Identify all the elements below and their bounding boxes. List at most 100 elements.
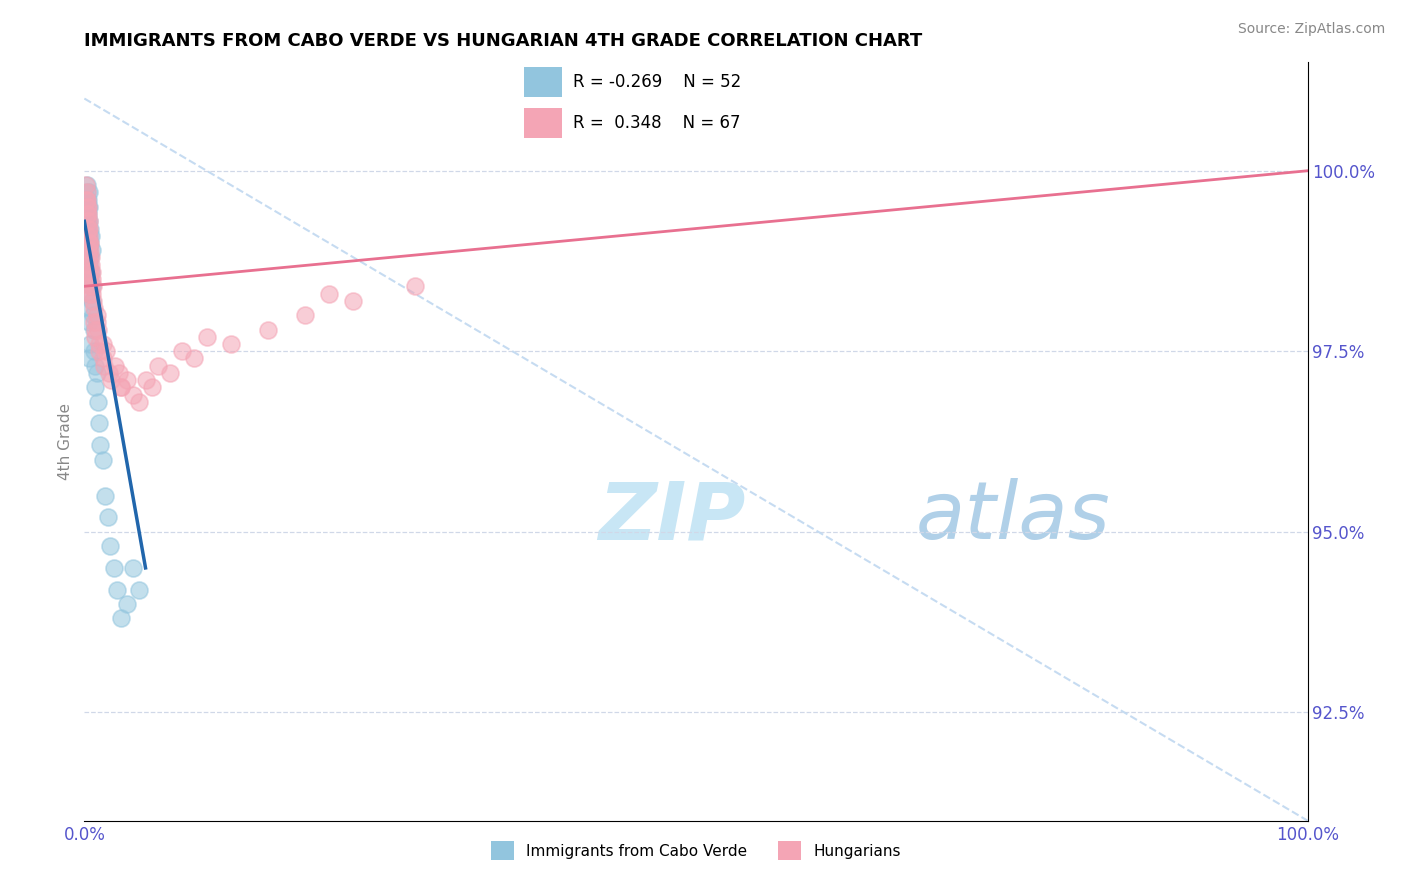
Point [79, 286, 101, 301]
Point [318, 286, 340, 301]
Point [122, 561, 145, 575]
Bar [524, 108, 561, 138]
Point [77, 221, 100, 235]
Point [91, 351, 114, 366]
Point [107, 366, 129, 380]
Point [83, 315, 105, 329]
Point [87, 337, 110, 351]
Point [75, 200, 97, 214]
Point [83, 301, 105, 315]
Point [94, 489, 117, 503]
Point [79, 272, 101, 286]
Point [105, 582, 128, 597]
Point [89, 438, 111, 452]
Point [80, 265, 103, 279]
Point [115, 597, 138, 611]
Point [77, 251, 100, 265]
Point [77, 186, 100, 200]
Point [76, 214, 98, 228]
Point [77, 193, 100, 207]
Point [75, 193, 97, 207]
Point [172, 344, 194, 359]
Point [104, 359, 127, 373]
Point [80, 286, 103, 301]
Point [87, 394, 110, 409]
Point [77, 214, 100, 228]
Point [146, 359, 169, 373]
Point [76, 186, 98, 200]
Point [82, 272, 104, 286]
Point [93, 359, 115, 373]
Point [141, 380, 163, 394]
Point [80, 251, 103, 265]
Point [219, 337, 242, 351]
Text: R = -0.269    N = 52: R = -0.269 N = 52 [572, 73, 741, 91]
Point [77, 258, 100, 272]
Point [76, 178, 98, 193]
Point [128, 582, 150, 597]
Point [82, 308, 104, 322]
Point [86, 315, 108, 329]
Y-axis label: 4th Grade: 4th Grade [58, 403, 73, 480]
Point [79, 279, 101, 293]
Point [76, 186, 98, 200]
Point [195, 330, 218, 344]
Point [110, 380, 132, 394]
Point [79, 251, 101, 265]
Text: IMMIGRANTS FROM CABO VERDE VS HUNGARIAN 4TH GRADE CORRELATION CHART: IMMIGRANTS FROM CABO VERDE VS HUNGARIAN … [84, 32, 922, 50]
Point [103, 561, 125, 575]
Point [79, 337, 101, 351]
Point [82, 279, 104, 293]
Point [342, 293, 364, 308]
Point [83, 344, 105, 359]
Point [77, 221, 100, 235]
Point [76, 207, 98, 221]
Point [77, 243, 100, 257]
Point [122, 387, 145, 401]
Text: Source: ZipAtlas.com: Source: ZipAtlas.com [1237, 22, 1385, 37]
Point [79, 235, 101, 250]
Point [77, 200, 100, 214]
Point [79, 235, 101, 250]
Point [87, 344, 110, 359]
Point [86, 366, 108, 380]
Point [76, 251, 98, 265]
Point [404, 279, 426, 293]
Point [80, 265, 103, 279]
Point [115, 373, 138, 387]
Point [82, 279, 104, 293]
Point [80, 293, 103, 308]
Point [76, 193, 98, 207]
Point [98, 539, 121, 553]
Point [87, 417, 110, 431]
Point [76, 228, 98, 243]
Point [128, 394, 150, 409]
Point [77, 228, 100, 243]
Point [87, 323, 110, 337]
Point [77, 272, 100, 286]
Point [97, 510, 120, 524]
Point [77, 243, 100, 257]
Point [135, 373, 157, 387]
Point [84, 323, 107, 337]
Point [77, 221, 100, 235]
Point [84, 330, 107, 344]
Point [77, 235, 100, 250]
Point [83, 323, 105, 337]
Point [79, 200, 101, 214]
Point [79, 221, 101, 235]
Point [77, 258, 100, 272]
Point [80, 258, 103, 272]
Point [79, 286, 101, 301]
Point [159, 366, 181, 380]
Point [110, 611, 132, 625]
Point [183, 351, 205, 366]
Point [77, 351, 100, 366]
Point [76, 200, 98, 214]
Point [79, 243, 101, 257]
Point [80, 243, 103, 257]
Point [100, 373, 122, 387]
Point [80, 228, 103, 243]
Point [76, 193, 98, 207]
Point [294, 308, 316, 322]
